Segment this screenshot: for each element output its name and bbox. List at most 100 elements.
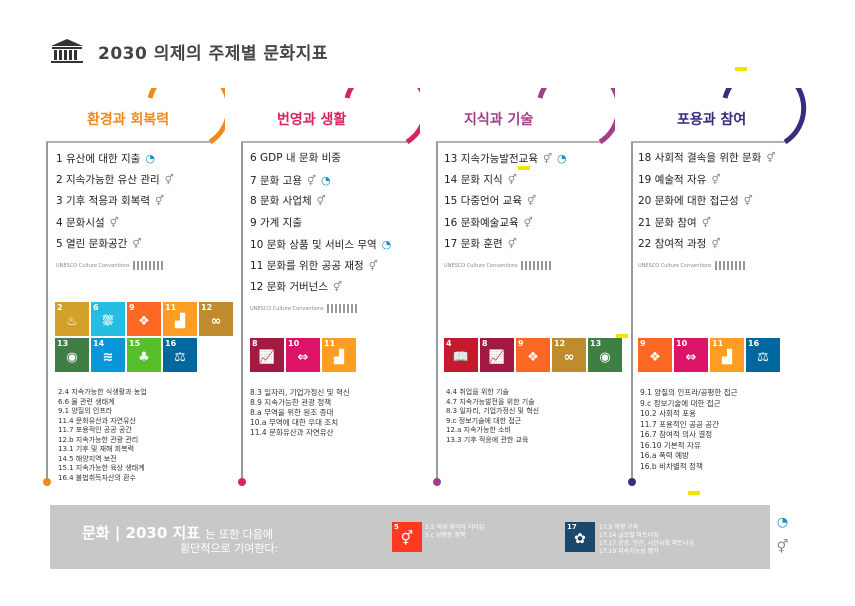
sdg-17-tile: 17 ✿ (565, 522, 595, 552)
unesco-conventions: UNESCO Culture Conventions (444, 256, 567, 278)
gender-equality-icon: ⚥ (400, 531, 414, 547)
list-item: 13 지속가능발전교육 ⚥ ◔ (444, 148, 567, 170)
list-item: 18 사회적 결속을 위한 문화 ⚥ (638, 148, 775, 170)
list-item: 5 열린 문화공간 ⚥ (56, 234, 174, 256)
clock-icon: ◔ (145, 152, 155, 165)
purple-dot (433, 478, 441, 486)
sdg-tiles: 9 ❖ 10 ⇔ 11 ▟ 16 ⚖ (638, 338, 782, 374)
list-item: 21 문화 참여 ⚥ (638, 213, 775, 235)
sdg-tile: 10 ⇔ (674, 338, 708, 372)
column-environment: 환경과 회복력 (40, 88, 225, 488)
sdg-tile: 14 ≋ (91, 338, 125, 372)
sdg17-targets: 17.9 역량 구축 17.14 글로벌 파트너십 17.17 공공, 민간, 시민… (599, 524, 694, 555)
sdg5-targets: 5.5 여성 참여와 리더십 5.c 성평등 정책 (425, 524, 485, 539)
unesco-conventions: UNESCO Culture Conventions (56, 256, 174, 278)
unesco-conventions: UNESCO Culture Conventions (638, 256, 775, 278)
gender-icon: ⚥ (743, 196, 753, 207)
divider (241, 142, 243, 482)
clock-icon: ◔ (381, 238, 392, 251)
gender-icon: ⚥ (542, 154, 553, 165)
gender-icon: ⚥ (307, 175, 317, 187)
gender-icon: ⚥ (333, 282, 343, 293)
sdg-tile: 9 ❖ (516, 338, 550, 372)
gender-icon: ⚥ (109, 217, 119, 229)
list-item: 2 지속가능한 유산 관리 ⚥ (56, 170, 174, 192)
indicator-list: 18 사회적 결속을 위한 문화 ⚥ 19 예술적 자유 ⚥ 20 문화에 대한 접… (638, 148, 775, 277)
column-title: 환경과 회복력 (87, 112, 170, 128)
navy-dot (628, 478, 636, 486)
sdg-tile: 2 ♨ (55, 302, 89, 336)
sdg-tile: 16 ⚖ (163, 338, 197, 372)
list-item: 12 문화 거버넌스 ⚥ (250, 277, 391, 299)
gender-icon: ⚥ (164, 174, 174, 186)
gender-icon: ⚥ (711, 174, 721, 186)
yellow-mark (616, 334, 628, 338)
orange-dot (43, 478, 51, 486)
red-dot (238, 478, 246, 486)
list-item: 6 GDP 내 문화 비중 (250, 152, 341, 164)
barcode-icon (714, 261, 747, 270)
target-list: 2.4 지속가능한 식생활과 농업 6.6 물 관련 생태계 9.1 양질의 인프라… (58, 388, 147, 482)
sdg-tile: 16 ⚖ (746, 338, 780, 372)
column-knowledge: 지식과 기술 (430, 88, 615, 488)
divider (46, 142, 48, 482)
gender-icon: ⚥ (154, 196, 165, 207)
sdg-tile: 6 ⛆ (91, 302, 125, 336)
gender-icon: ⚥ (507, 174, 517, 186)
gender-icon: ⚥ (132, 239, 142, 250)
partnership-icon: ✿ (574, 531, 586, 547)
list-item: 16 문화예술교육 ⚥ (444, 213, 567, 235)
gender-icon: ⚥ (507, 239, 517, 250)
navy-arc (631, 88, 807, 145)
orange-arc (46, 88, 225, 145)
page-title: 2030 의제의 주제별 문화지표 (98, 43, 328, 64)
gender-icon: ⚥ (523, 217, 533, 229)
list-item: 19 예술적 자유 ⚥ (638, 170, 775, 192)
yellow-mark (518, 166, 530, 170)
footer-subheading: 횡단적으로 기여한다: (180, 542, 279, 555)
sdg-tile: 4 📖 (444, 338, 478, 372)
column-inclusion: 포용과 참여 (625, 88, 810, 488)
list-item: 10 문화 상품 및 서비스 무역 ◔ (250, 234, 391, 256)
sdg-tile: 11 ▟ (163, 302, 197, 336)
clock-icon: ◔ (557, 152, 567, 165)
footer-band (50, 505, 795, 569)
clock-icon: ◔ (321, 173, 331, 187)
sdg-tile: 11 ▟ (710, 338, 744, 372)
list-item: 3 기후 적응과 회복력 ⚥ (56, 191, 174, 213)
list-item: 4 문화시설 ⚥ (56, 213, 174, 235)
sdg-tile: 10 ⇔ (286, 338, 320, 372)
gender-icon: ⚥ (776, 540, 789, 555)
indicator-list: 6 GDP 내 문화 비중 7 문화 고용 ⚥ ◔ 8 문화 사업체 ⚥ 9 가계 지… (250, 148, 391, 320)
barcode-icon (326, 304, 359, 313)
gender-icon: ⚥ (368, 260, 378, 272)
list-item: 7 문화 고용 ⚥ ◔ (250, 170, 391, 192)
sdg-tile: 12 ∞ (199, 302, 233, 336)
divider (631, 142, 633, 482)
divider (436, 142, 438, 482)
list-item: 20 문화에 대한 접근성 ⚥ (638, 191, 775, 213)
list-item: 11 문화를 위한 공공 재정 ⚥ (250, 256, 391, 278)
target-list: 8.3 일자리, 기업가정신 및 혁신 8.9 지속가능한 관광 정책 8.a 무역… (250, 388, 350, 437)
list-item: 8 문화 사업체 ⚥ (250, 191, 391, 213)
sdg-tile: 9 ❖ (638, 338, 672, 372)
unesco-conventions: UNESCO Culture Conventions (250, 299, 391, 321)
barcode-icon (520, 261, 553, 270)
sdg-tile: 15 ♣ (127, 338, 161, 372)
sdg-tile: 12 ∞ (552, 338, 586, 372)
sdg-5-tile: 5 ⚥ (392, 522, 422, 552)
list-item: 9 가계 지출 (250, 216, 302, 229)
list-item: 22 참여적 과정 ⚥ (638, 234, 775, 256)
gender-icon: ⚥ (711, 239, 721, 250)
indicator-list: 13 지속가능발전교육 ⚥ ◔ 14 문화 지식 ⚥ 15 다중언어 교육 ⚥ 16 문… (444, 148, 567, 277)
target-list: 9.1 양질의 인프라/공평한 접근 9.c 정보기술에 대한 접근 10.2 사회… (640, 388, 738, 471)
sdg-tiles: 4 📖 8 📈 9 ❖ 12 ∞ 13 ◉ (444, 338, 624, 374)
list-item: 1 유산에 대한 지출 ◔ (56, 148, 174, 170)
gender-icon: ⚥ (316, 196, 326, 207)
barcode-icon (132, 261, 165, 270)
column-title: 지식과 기술 (464, 112, 534, 128)
sdg-tile: 13 ◉ (55, 338, 89, 372)
yellow-mark (735, 67, 747, 71)
sdg-tile: 8 📈 (250, 338, 284, 372)
column-title: 번영과 생활 (277, 112, 347, 128)
